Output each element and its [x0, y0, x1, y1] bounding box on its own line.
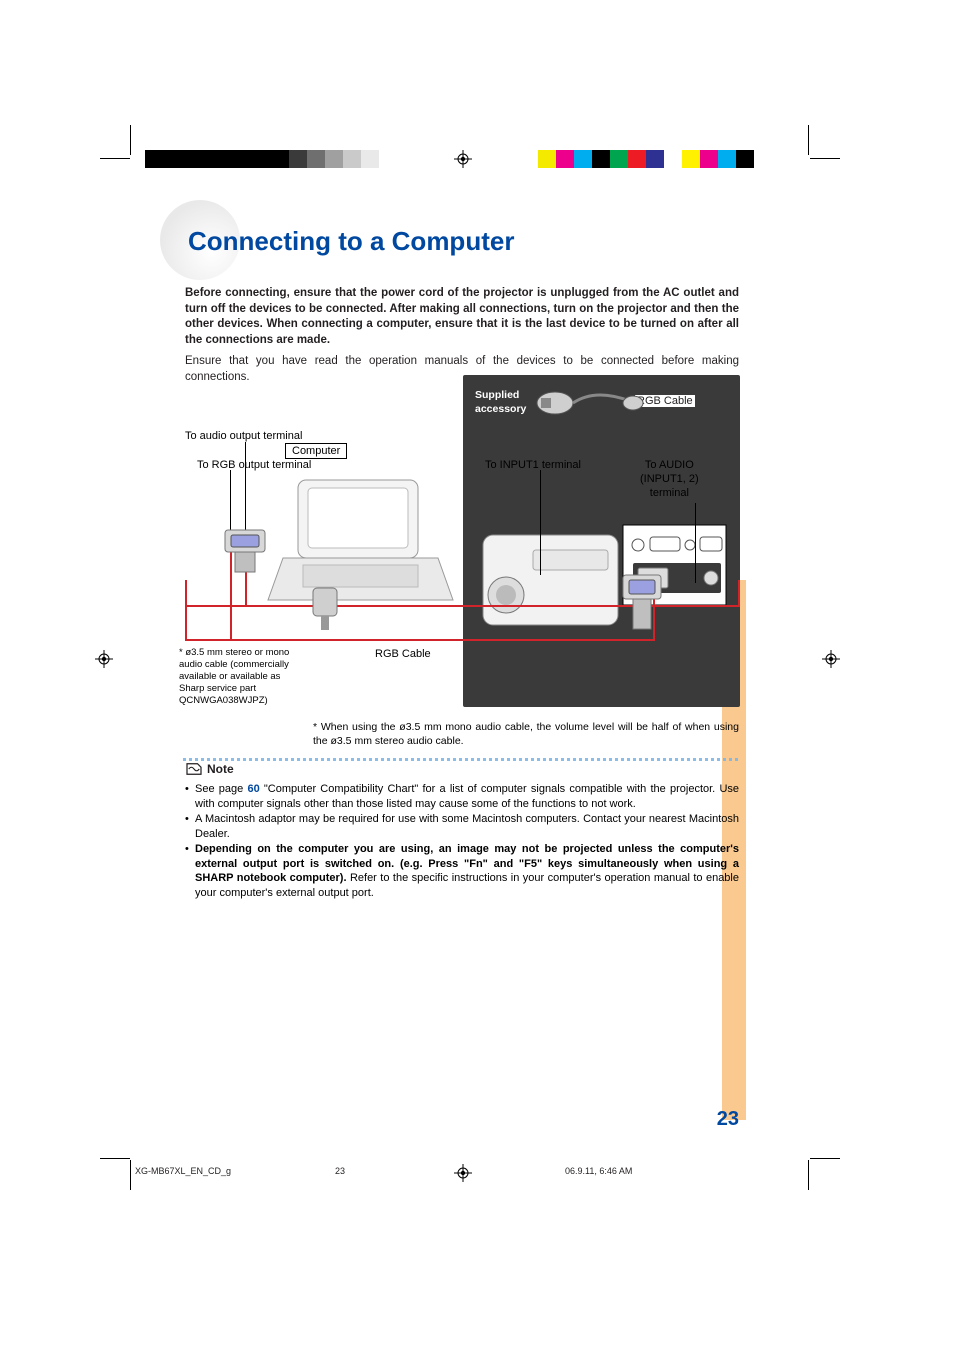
rgb-cable-icon	[535, 383, 645, 423]
note-label: Note	[207, 762, 234, 776]
audio-input-label: To AUDIO (INPUT1, 2) terminal	[640, 459, 699, 500]
footer-page: 23	[335, 1166, 345, 1176]
leader-line	[540, 470, 541, 575]
registration-mark-icon	[822, 650, 840, 668]
color-bar	[520, 150, 754, 168]
crop-mark	[810, 158, 840, 159]
page-title: Connecting to a Computer	[188, 226, 514, 257]
note-text: See page	[195, 783, 247, 795]
note-header: Note	[185, 762, 234, 776]
supplied-accessory-label: Supplied accessory	[475, 389, 526, 416]
connection-diagram: Supplied accessory RGB Cable To audio ou…	[185, 375, 740, 720]
note-list: See page 60 "Computer Compatibility Char…	[185, 782, 739, 901]
color-bar	[145, 150, 379, 168]
crop-mark	[130, 1160, 131, 1190]
vga-connector-icon	[215, 525, 275, 580]
projector-icon	[478, 515, 728, 650]
note-text: "Computer Compatibility Chart" for a lis…	[195, 783, 739, 810]
volume-note-text: * When using the ø3.5 mm mono audio cabl…	[313, 721, 739, 748]
crop-mark	[100, 158, 130, 159]
note-item: Depending on the computer you are using,…	[185, 842, 739, 900]
connection-line	[185, 639, 655, 641]
intro-bold: Before connecting, ensure that the power…	[185, 286, 739, 348]
note-icon	[185, 762, 203, 776]
leader-line	[695, 503, 696, 583]
footer-file: XG-MB67XL_EN_CD_g	[135, 1166, 231, 1176]
audio-cable-footnote: * ø3.5 mm stereo or mono audio cable (co…	[179, 647, 304, 706]
audio-output-label: To audio output terminal	[185, 430, 302, 442]
note-item: A Macintosh adaptor may be required for …	[185, 812, 739, 841]
rgb-cable-label-mid: RGB Cable	[375, 648, 431, 660]
connection-line	[185, 580, 187, 640]
crop-mark	[808, 1160, 809, 1190]
input1-label: To INPUT1 terminal	[485, 459, 581, 471]
crop-mark	[808, 125, 809, 155]
rgb-output-label: To RGB output terminal	[197, 459, 311, 471]
crop-mark	[130, 125, 131, 155]
audio-plug-icon	[295, 580, 355, 635]
connection-line	[738, 580, 740, 606]
print-footer: XG-MB67XL_EN_CD_g 23 06.9.11, 6:46 AM	[135, 1166, 805, 1176]
page-title-block: Connecting to a Computer	[160, 200, 760, 280]
crop-mark	[100, 1158, 130, 1159]
laptop-icon	[263, 475, 458, 610]
page-link[interactable]: 60	[247, 783, 259, 795]
volume-note: * When using the ø3.5 mm mono audio cabl…	[185, 721, 739, 748]
crop-mark	[810, 1158, 840, 1159]
page-number: 23	[717, 1108, 739, 1131]
registration-mark-icon	[95, 650, 113, 668]
footer-date: 06.9.11, 6:46 AM	[565, 1166, 632, 1176]
registration-mark-icon	[454, 150, 472, 168]
vga-connector-icon	[615, 570, 670, 640]
intro-block: Before connecting, ensure that the power…	[185, 286, 739, 385]
note-item: See page 60 "Computer Compatibility Char…	[185, 782, 739, 811]
note-divider	[183, 758, 741, 761]
computer-label: Computer	[285, 443, 347, 459]
